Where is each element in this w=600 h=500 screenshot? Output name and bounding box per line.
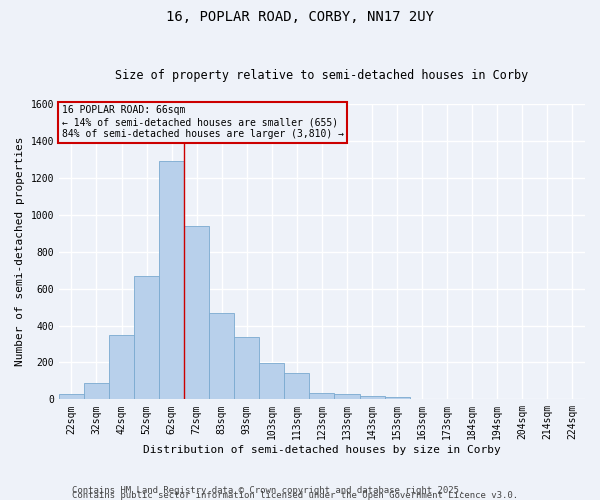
Bar bbox=[134, 276, 159, 400]
Bar bbox=[109, 334, 134, 400]
Bar bbox=[385, 398, 410, 400]
Bar bbox=[259, 364, 284, 400]
Bar bbox=[284, 374, 310, 400]
Bar bbox=[209, 312, 234, 400]
Bar bbox=[84, 382, 109, 400]
Bar bbox=[310, 393, 334, 400]
Text: Contains HM Land Registry data © Crown copyright and database right 2025.: Contains HM Land Registry data © Crown c… bbox=[72, 486, 464, 495]
Text: 16 POPLAR ROAD: 66sqm
← 14% of semi-detached houses are smaller (655)
84% of sem: 16 POPLAR ROAD: 66sqm ← 14% of semi-deta… bbox=[62, 106, 344, 138]
Bar bbox=[184, 226, 209, 400]
Bar bbox=[159, 161, 184, 400]
Bar bbox=[234, 336, 259, 400]
Text: 16, POPLAR ROAD, CORBY, NN17 2UY: 16, POPLAR ROAD, CORBY, NN17 2UY bbox=[166, 10, 434, 24]
Bar bbox=[359, 396, 385, 400]
Y-axis label: Number of semi-detached properties: Number of semi-detached properties bbox=[15, 137, 25, 366]
Text: Contains public sector information licensed under the Open Government Licence v3: Contains public sector information licen… bbox=[72, 491, 518, 500]
Bar bbox=[59, 394, 84, 400]
X-axis label: Distribution of semi-detached houses by size in Corby: Distribution of semi-detached houses by … bbox=[143, 445, 501, 455]
Bar bbox=[334, 394, 359, 400]
Title: Size of property relative to semi-detached houses in Corby: Size of property relative to semi-detach… bbox=[115, 69, 529, 82]
